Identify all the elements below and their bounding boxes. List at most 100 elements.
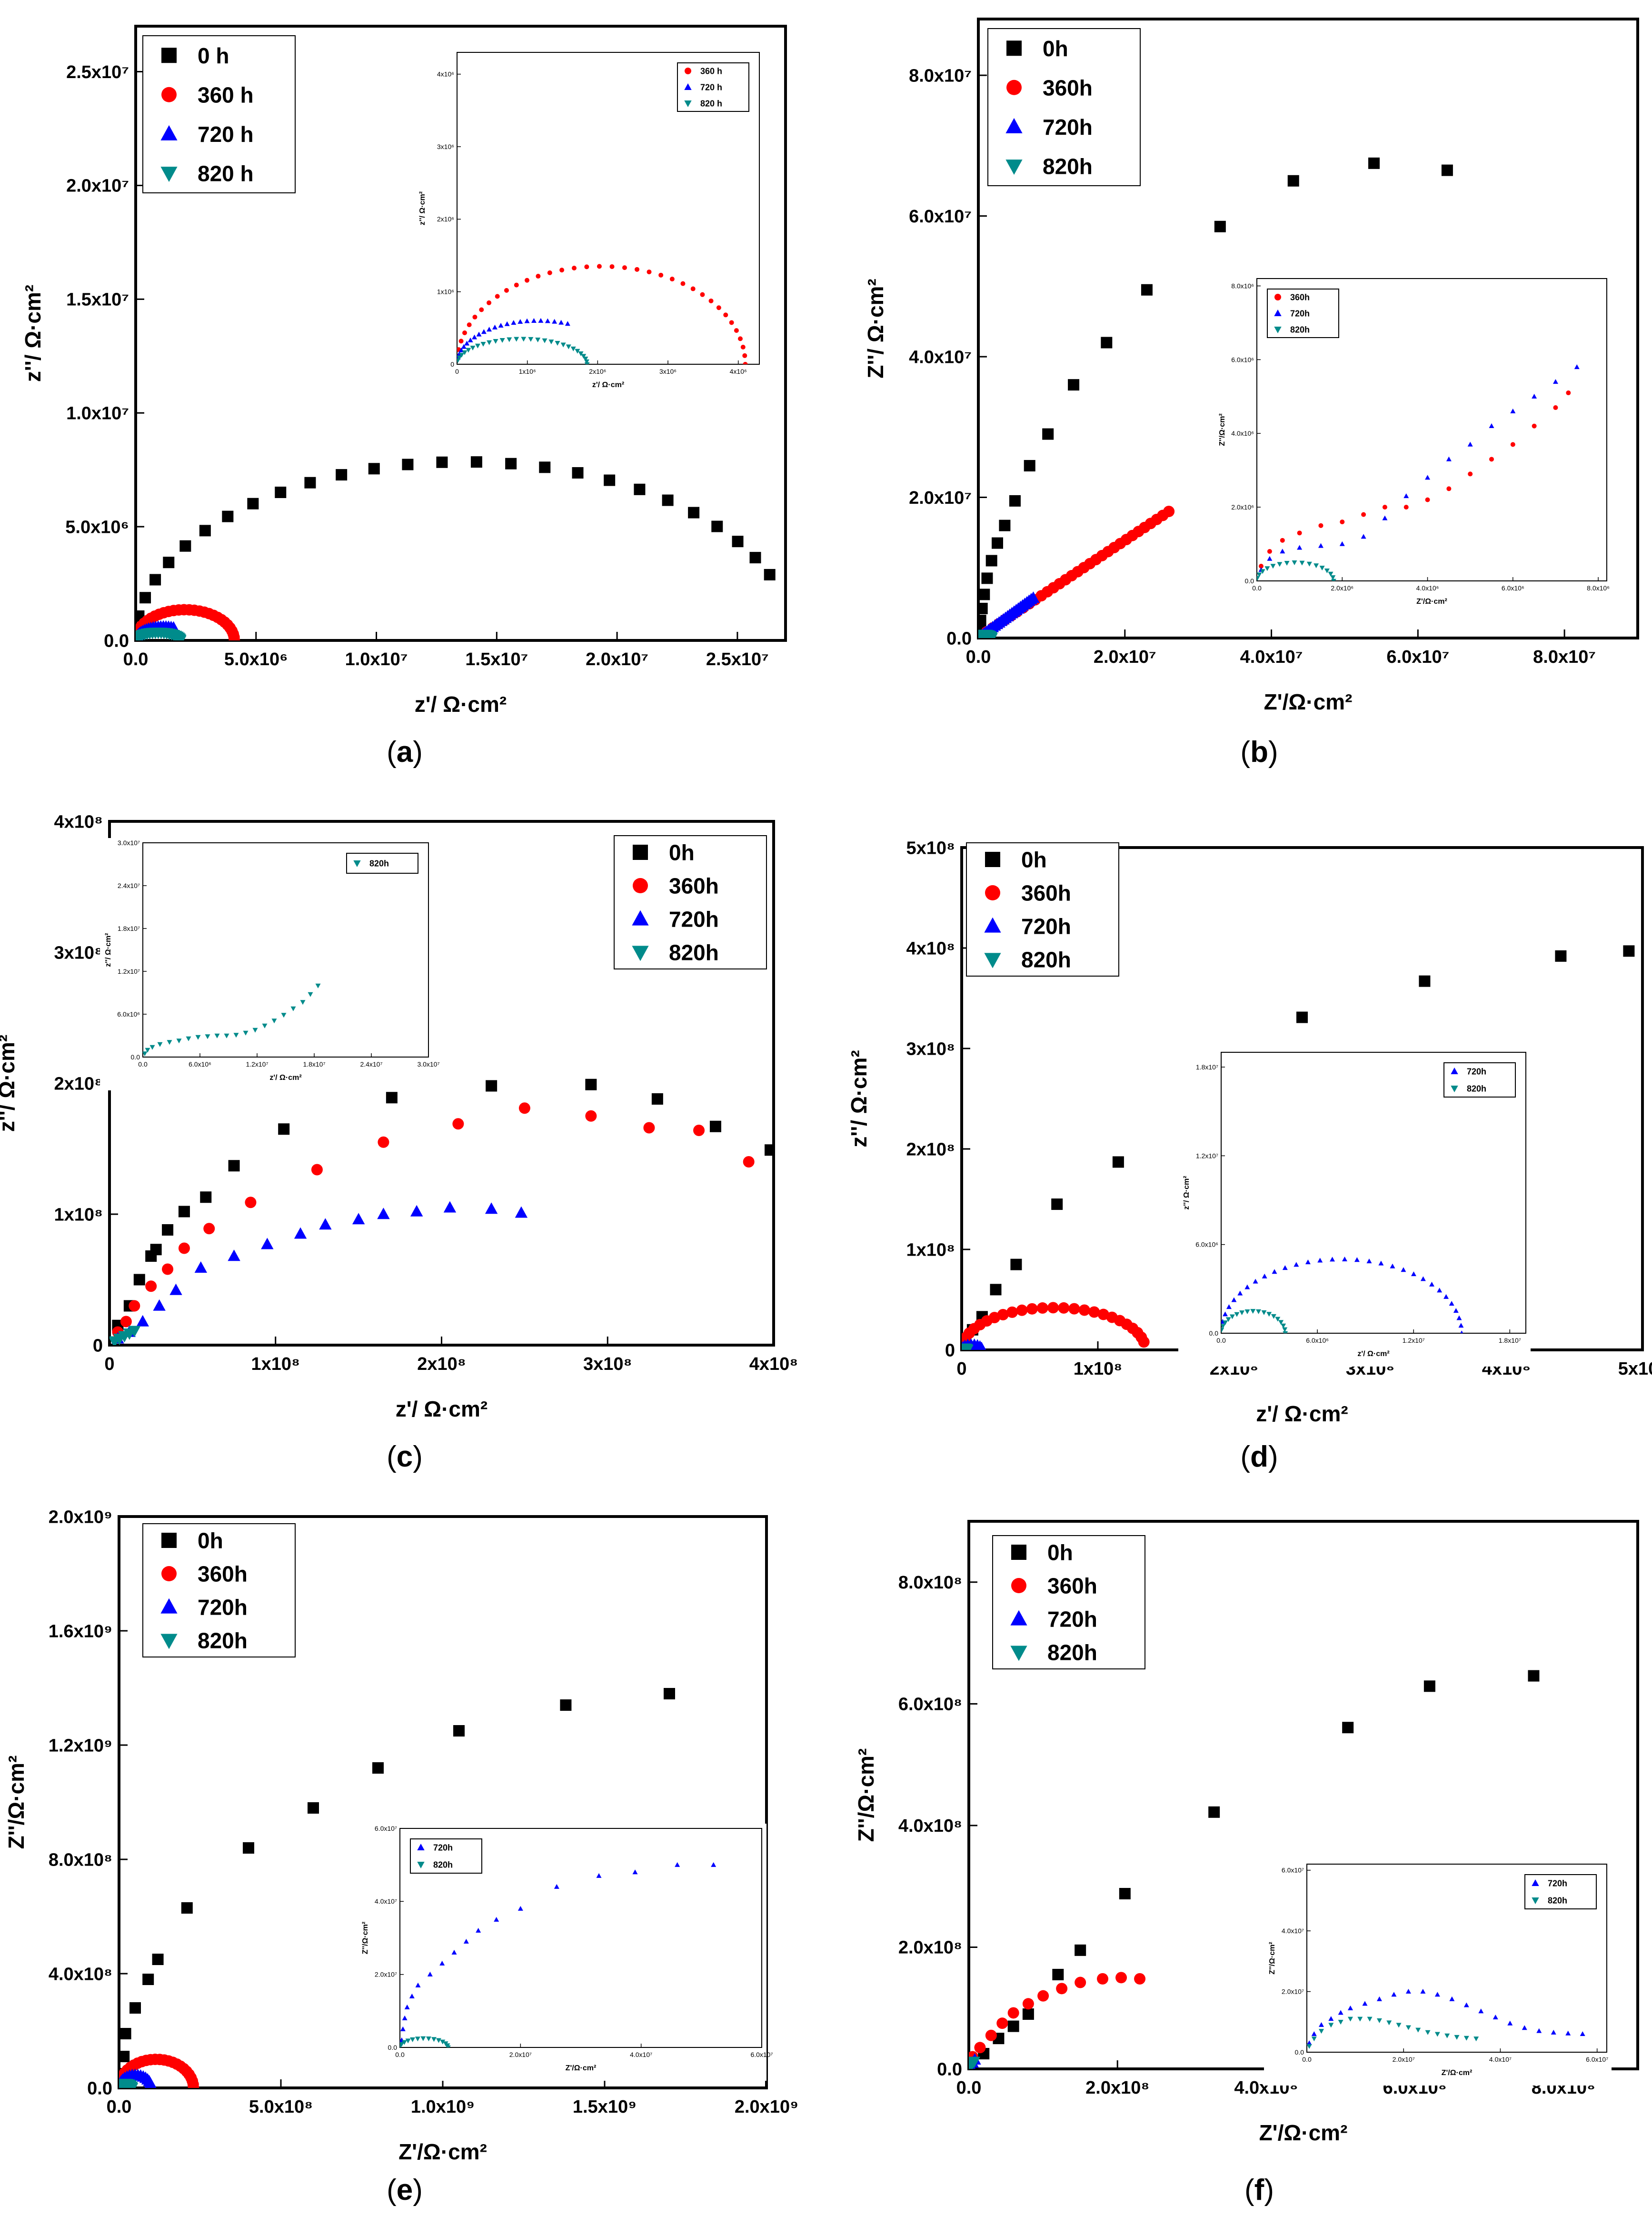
inset-data-point [1307, 2044, 1312, 2049]
inset-series-820h [143, 983, 321, 1057]
data-point [203, 1223, 215, 1235]
inset-x-tick-label: 2.0x10⁷ [509, 2051, 532, 2058]
inset-data-point [558, 319, 564, 325]
legend-label: 360h [1021, 881, 1071, 906]
inset-data-point [1444, 2033, 1450, 2038]
x-tick-label: 4x10⁸ [749, 1354, 798, 1374]
inset-data-point [1552, 379, 1558, 384]
data-point [515, 1206, 528, 1218]
x-tick-label: 8.0x10⁷ [1533, 647, 1596, 667]
inset-x-tick-label: 6.0x10⁷ [1586, 2056, 1608, 2063]
data-point [153, 1299, 166, 1311]
panel-a: 0.0 5.0x10⁶ 1.0x10⁷ 1.5x10⁷ 2.0x10⁷ 2.5x10⁷ 0.… [20, 25, 787, 769]
inset-data-point [535, 338, 541, 343]
data-point [352, 1213, 365, 1225]
data-point [453, 1725, 465, 1737]
inset-data-point [1281, 1323, 1286, 1328]
inset-legend-marker [1451, 1086, 1458, 1093]
inset-data-point [495, 294, 500, 299]
inset-data-point [487, 300, 492, 305]
data-point [222, 510, 234, 522]
inset-data-point [547, 270, 552, 275]
data-point [996, 2017, 1008, 2029]
inset-data-point [538, 318, 544, 323]
data-point [145, 1280, 157, 1292]
series-820h [119, 2078, 139, 2088]
inset-data-point [1260, 569, 1265, 574]
legend-label: 0h [1021, 848, 1047, 872]
legend-marker [985, 885, 1000, 900]
inset-data-point [1463, 2036, 1469, 2041]
inset-y-tick-label: 2.0x10⁶ [1231, 503, 1254, 511]
x-tick-label: 4.0x10⁷ [1240, 647, 1303, 667]
inset-data-point [1405, 1988, 1411, 1994]
inset-data-point [439, 1960, 445, 1966]
inset-data-point [1314, 563, 1319, 569]
inset-data-point [1311, 2031, 1317, 2036]
data-point [518, 1102, 530, 1114]
inset-data-point [1328, 2023, 1334, 2028]
series-820h [136, 628, 187, 640]
inset-data-point [1257, 572, 1262, 578]
data-point [1051, 1198, 1063, 1210]
legend-marker [160, 1634, 178, 1649]
data-point [319, 1218, 332, 1230]
inset-data-point [740, 345, 746, 350]
data-point [634, 483, 646, 495]
inset-panel-e: 0.0 2.0x10⁷ 4.0x10⁷ 6.0x10⁷ 0.0 2.0x10⁷ 4.0x10… [357, 1824, 773, 2081]
inset-data-point [1405, 2025, 1411, 2030]
data-point [1296, 1011, 1308, 1023]
inset-data-point [511, 320, 517, 325]
data-point [194, 1261, 208, 1273]
inset-data-point [504, 288, 509, 293]
inset-data-point [1284, 560, 1290, 566]
inset-data-point [548, 339, 554, 345]
inset-legend-marker [417, 1843, 425, 1850]
inset-data-point [243, 1030, 249, 1036]
inset-y-tick-label: 1.8x10⁷ [1196, 1063, 1218, 1071]
y-axis-title: Z''/Ω·cm² [4, 1756, 29, 1849]
inset-data-point [481, 329, 487, 334]
inset-data-point [584, 359, 589, 364]
data-point [308, 1802, 319, 1814]
data-point [1006, 1306, 1018, 1318]
inset-data-point [1222, 1311, 1228, 1317]
inset-data-point [300, 1000, 306, 1005]
inset-x-tick-label: 1.2x10⁷ [1403, 1337, 1425, 1344]
legend-marker [161, 1533, 177, 1548]
inset-data-point [195, 1035, 201, 1040]
data-point [1068, 379, 1080, 391]
data-point [1163, 506, 1175, 518]
legend-marker [984, 917, 1001, 933]
inset-data-point [440, 2039, 446, 2045]
inset-y-axis-title: z''/ Ω·cm² [418, 191, 427, 225]
legend-label: 720h [669, 907, 719, 932]
inset-data-point [1347, 2005, 1353, 2010]
data-point [985, 555, 997, 567]
inset-data-point [458, 339, 464, 344]
inset-data-point [476, 1927, 481, 1933]
y-tick-label: 6.0x10⁸ [898, 1695, 962, 1715]
series-0h [978, 1670, 1540, 2060]
y-tick-label: 8.0x10⁸ [49, 1850, 112, 1870]
inset-y-tick-label: 1.2x10⁷ [1196, 1152, 1218, 1159]
inset-y-tick-label: 2.0x10⁷ [375, 1971, 397, 1978]
x-tick-label: 1x10⁸ [1074, 1359, 1123, 1379]
legend-marker [161, 48, 177, 63]
inset-data-point [1401, 1267, 1406, 1272]
inset-data-point [1434, 1992, 1440, 1997]
inset-data-point [545, 318, 550, 323]
y-axis-title: z''/ Ω·cm² [0, 1035, 19, 1132]
inset-legend-label: 720h [1548, 1878, 1567, 1888]
data-point [294, 1227, 307, 1239]
inset-legend-label: 720 h [700, 82, 722, 92]
inset-data-point [1425, 497, 1430, 502]
caption-open-paren: ( [1244, 2174, 1254, 2206]
legend-label: 820h [669, 940, 719, 965]
x-tick-label: 0 [956, 1359, 966, 1379]
series-720h [111, 1201, 528, 1344]
caption-open-paren: ( [387, 1440, 397, 1473]
x-tick-label: 1.5x10⁹ [573, 2097, 637, 2117]
inset-data-point [514, 337, 519, 342]
